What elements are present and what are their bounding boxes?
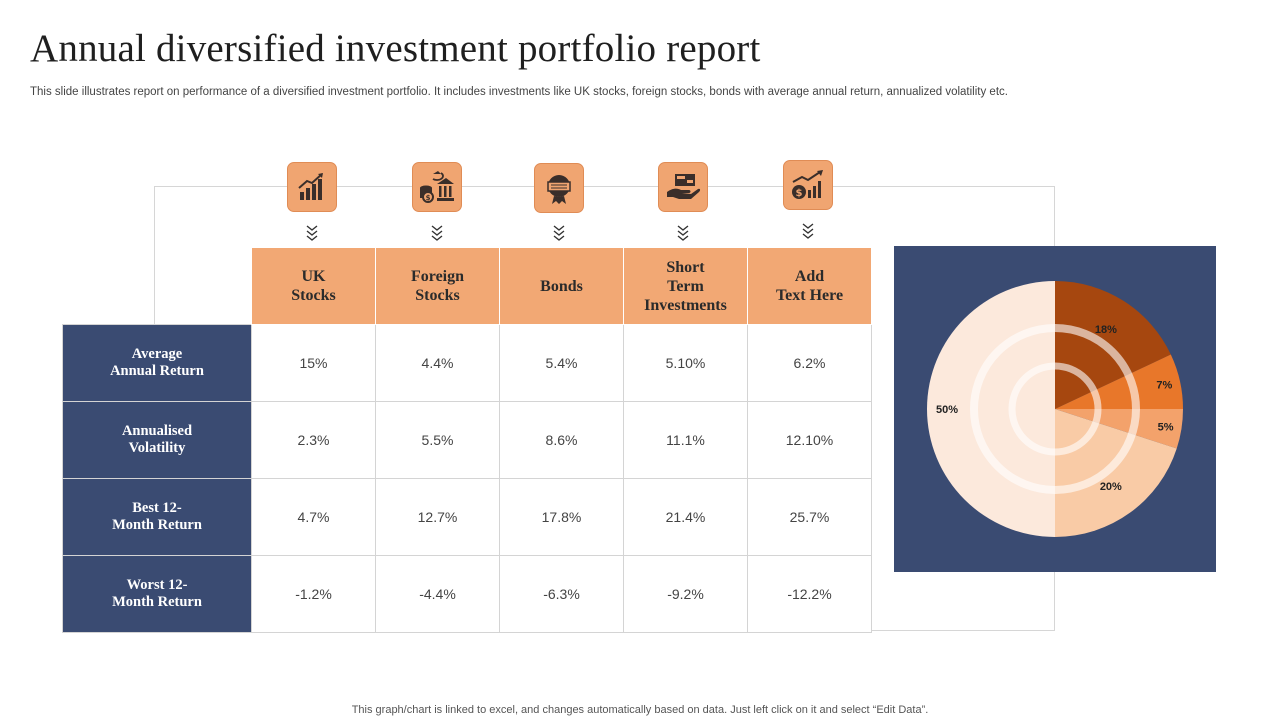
table-cell: -9.2%	[623, 555, 748, 633]
table-cell: 6.2%	[747, 324, 872, 402]
coins-bank-icon: $	[412, 162, 462, 212]
column-header: Bonds	[499, 247, 624, 325]
table-row: Average Annual Return 15% 4.4% 5.4% 5.10…	[62, 324, 872, 402]
table-corner	[63, 248, 252, 325]
table-row: Annualised Volatility 2.3% 5.5% 8.6% 11.…	[62, 401, 872, 479]
chevron-down-icon	[676, 223, 690, 243]
footer-note: This graph/chart is linked to excel, and…	[351, 704, 929, 716]
pie-chart-panel: 18% 7% 5% 20% 50%	[894, 246, 1216, 572]
hand-cash-icon	[658, 162, 708, 212]
table-row: Worst 12- Month Return -1.2% -4.4% -6.3%…	[62, 555, 872, 633]
dollar-growth-icon: $	[783, 160, 833, 210]
pie-slice	[927, 281, 1055, 537]
table-cell: 12.10%	[747, 401, 872, 479]
column-header: UK Stocks	[251, 247, 376, 325]
row-header: Average Annual Return	[62, 324, 252, 402]
table-cell: -1.2%	[251, 555, 376, 633]
table-cell: 8.6%	[499, 401, 624, 479]
pie-slice-label: 20%	[1100, 481, 1122, 493]
column-header: Short Term Investments	[623, 247, 748, 325]
table-cell: 2.3%	[251, 401, 376, 479]
table-cell: 4.7%	[251, 478, 376, 556]
table-header-row: UK Stocks Foreign Stocks Bonds Short Ter…	[63, 247, 872, 325]
svg-text:$: $	[426, 194, 431, 202]
row-header: Worst 12- Month Return	[62, 555, 252, 633]
page-subtitle: This slide illustrates report on perform…	[30, 86, 1008, 98]
pie-slice-label: 7%	[1156, 380, 1172, 392]
chevron-down-icon	[430, 223, 444, 243]
table-cell: 17.8%	[499, 478, 624, 556]
table-cell: 12.7%	[375, 478, 500, 556]
column-header: Foreign Stocks	[375, 247, 500, 325]
table-cell: 21.4%	[623, 478, 748, 556]
bond-certificate-icon	[534, 163, 584, 213]
pie-slice-label: 5%	[1158, 422, 1174, 434]
table-cell: -4.4%	[375, 555, 500, 633]
table-cell: 5.4%	[499, 324, 624, 402]
table-cell: 4.4%	[375, 324, 500, 402]
table-cell: 25.7%	[747, 478, 872, 556]
table-cell: -6.3%	[499, 555, 624, 633]
chevron-down-icon	[801, 221, 815, 241]
row-header: Annualised Volatility	[62, 401, 252, 479]
row-header: Best 12- Month Return	[62, 478, 252, 556]
chevron-down-icon	[552, 223, 566, 243]
chevron-down-icon	[305, 223, 319, 243]
bar-growth-icon	[287, 162, 337, 212]
pie-slice-label: 18%	[1095, 324, 1117, 336]
table-cell: 5.5%	[375, 401, 500, 479]
page-title: Annual diversified investment portfolio …	[30, 27, 761, 70]
pie-slice	[1055, 409, 1183, 449]
pie-slice-label: 50%	[936, 404, 958, 416]
table-cell: -12.2%	[747, 555, 872, 633]
table-cell: 11.1%	[623, 401, 748, 479]
table-row: Best 12- Month Return 4.7% 12.7% 17.8% 2…	[62, 478, 872, 556]
table-cell: 15%	[251, 324, 376, 402]
table-cell: 5.10%	[623, 324, 748, 402]
pie-chart: 18% 7% 5% 20% 50%	[927, 281, 1183, 537]
svg-text:$: $	[796, 188, 803, 199]
decorative-ring	[1008, 362, 1102, 456]
decorative-ring	[970, 324, 1140, 494]
column-header: Add Text Here	[747, 247, 872, 325]
portfolio-table: UK Stocks Foreign Stocks Bonds Short Ter…	[62, 247, 872, 633]
pie-slice	[1055, 354, 1183, 409]
